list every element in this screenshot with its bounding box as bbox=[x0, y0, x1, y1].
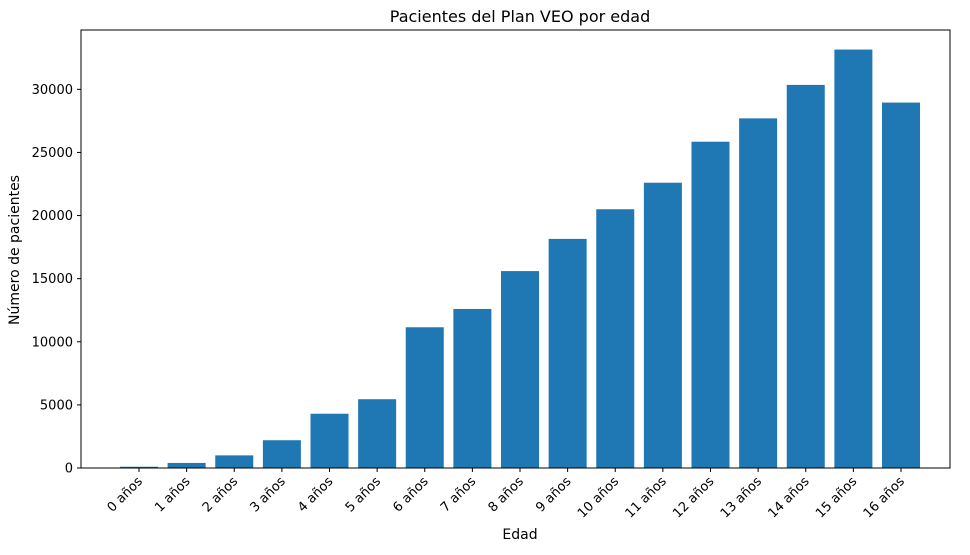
plot-area bbox=[120, 49, 920, 469]
x-tick-label: 11 años bbox=[623, 474, 670, 521]
y-tick-label: 30000 bbox=[32, 83, 73, 98]
x-axis-label: Edad bbox=[502, 527, 537, 543]
x-tick-label: 4 años bbox=[295, 474, 336, 515]
y-tick-label: 20000 bbox=[32, 209, 73, 224]
x-tick-label: 1 años bbox=[152, 474, 193, 515]
bar bbox=[262, 440, 301, 468]
x-tick-label: 5 años bbox=[343, 474, 384, 515]
bar bbox=[596, 209, 635, 469]
y-tick-label: 15000 bbox=[32, 272, 73, 287]
x-tick-label: 16 años bbox=[861, 474, 908, 521]
x-tick-label: 12 años bbox=[670, 474, 717, 521]
x-tick-label: 2 años bbox=[200, 474, 241, 515]
x-tick-label: 10 años bbox=[575, 474, 622, 521]
x-tick-label: 9 años bbox=[533, 474, 574, 515]
y-axis: 0 5000 10000 15000 20000 25000 30000 bbox=[32, 83, 81, 477]
bar bbox=[691, 141, 730, 468]
x-tick-label: 8 años bbox=[486, 474, 527, 515]
bar bbox=[501, 271, 539, 468]
bar bbox=[453, 308, 492, 468]
bar bbox=[786, 84, 825, 468]
bar bbox=[120, 466, 158, 468]
x-tick-label: 3 años bbox=[247, 474, 288, 515]
y-tick-label: 25000 bbox=[32, 146, 73, 161]
x-tick-label: 0 años bbox=[105, 474, 146, 515]
bar bbox=[643, 182, 682, 469]
plot-frame bbox=[80, 29, 951, 469]
x-axis: 0 años 1 años 2 años 3 años 4 años 5 años 6 añ… bbox=[105, 468, 908, 521]
bar bbox=[358, 399, 397, 468]
x-tick-label: 7 años bbox=[438, 474, 479, 515]
bar bbox=[882, 102, 920, 468]
y-tick-label: 10000 bbox=[32, 335, 73, 350]
y-tick-label: 0 bbox=[65, 462, 73, 477]
x-tick-label: 6 años bbox=[390, 474, 431, 515]
bar bbox=[405, 327, 444, 468]
bar bbox=[834, 49, 873, 469]
bar bbox=[310, 413, 349, 468]
bar bbox=[167, 462, 206, 468]
bar bbox=[215, 455, 254, 468]
x-tick-label: 13 años bbox=[718, 474, 765, 521]
x-tick-label: 14 años bbox=[765, 474, 812, 521]
bar bbox=[739, 118, 778, 469]
chart-title: Pacientes del Plan VEO por edad bbox=[390, 7, 650, 26]
y-axis-label: Número de pacientes bbox=[7, 175, 23, 325]
bar bbox=[548, 238, 587, 468]
x-tick-label: 15 años bbox=[813, 474, 860, 521]
y-tick-label: 5000 bbox=[40, 398, 73, 413]
